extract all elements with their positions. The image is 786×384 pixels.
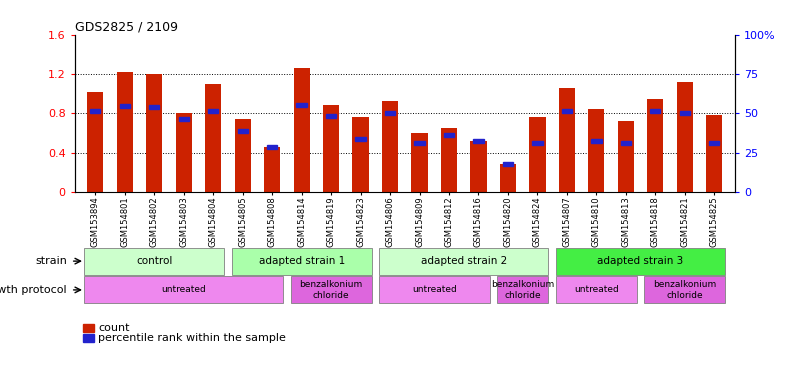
Bar — [326, 114, 336, 118]
Bar — [293, 68, 310, 192]
Text: untreated: untreated — [412, 285, 457, 295]
Bar — [175, 113, 192, 192]
Text: untreated: untreated — [161, 285, 206, 295]
FancyBboxPatch shape — [497, 276, 549, 303]
Bar — [267, 145, 277, 149]
FancyBboxPatch shape — [84, 248, 224, 275]
Text: benzalkonium
chloride: benzalkonium chloride — [299, 280, 362, 300]
Text: control: control — [136, 256, 172, 266]
FancyBboxPatch shape — [379, 276, 490, 303]
Text: growth protocol: growth protocol — [0, 285, 67, 295]
Bar — [444, 133, 454, 137]
Bar — [90, 109, 101, 113]
Text: adapted strain 2: adapted strain 2 — [421, 256, 507, 266]
Bar — [677, 82, 693, 192]
Bar — [473, 139, 483, 143]
Bar — [470, 141, 487, 192]
Bar — [559, 88, 575, 192]
Bar — [205, 84, 222, 192]
Bar — [618, 121, 634, 192]
Bar — [414, 141, 424, 145]
Bar — [503, 162, 513, 166]
Bar — [83, 334, 94, 342]
Bar — [562, 109, 572, 113]
Text: adapted strain 1: adapted strain 1 — [259, 256, 345, 266]
FancyBboxPatch shape — [556, 276, 637, 303]
Bar — [234, 119, 251, 192]
Bar — [650, 109, 660, 113]
Bar — [264, 147, 281, 192]
Bar — [411, 133, 428, 192]
Bar — [588, 109, 604, 192]
Bar — [352, 117, 369, 192]
Bar — [706, 115, 722, 192]
Bar — [87, 92, 104, 192]
Bar — [647, 99, 663, 192]
Text: adapted strain 3: adapted strain 3 — [597, 256, 684, 266]
Bar — [237, 129, 248, 133]
FancyBboxPatch shape — [232, 248, 372, 275]
Bar — [116, 72, 133, 192]
Bar — [208, 109, 219, 113]
Text: count: count — [98, 323, 130, 333]
Bar — [355, 137, 365, 141]
Bar — [591, 139, 601, 143]
Text: benzalkonium
chloride: benzalkonium chloride — [491, 280, 554, 300]
Bar — [323, 106, 340, 192]
Bar — [529, 117, 545, 192]
FancyBboxPatch shape — [556, 248, 725, 275]
Bar — [680, 111, 690, 115]
FancyBboxPatch shape — [291, 276, 372, 303]
Bar — [385, 111, 395, 115]
FancyBboxPatch shape — [84, 276, 283, 303]
Bar — [532, 141, 542, 145]
Bar — [83, 324, 94, 332]
Text: GDS2825 / 2109: GDS2825 / 2109 — [75, 20, 178, 33]
Bar — [709, 141, 719, 145]
FancyBboxPatch shape — [379, 248, 549, 275]
Text: strain: strain — [35, 256, 67, 266]
Bar — [621, 141, 631, 145]
Bar — [296, 103, 307, 108]
Bar — [149, 106, 160, 109]
Bar — [382, 101, 399, 192]
Bar — [178, 117, 189, 121]
Text: percentile rank within the sample: percentile rank within the sample — [98, 333, 286, 343]
Bar — [119, 104, 130, 108]
Bar — [146, 74, 163, 192]
Text: benzalkonium
chloride: benzalkonium chloride — [653, 280, 716, 300]
Text: untreated: untreated — [574, 285, 619, 295]
Bar — [500, 164, 516, 192]
FancyBboxPatch shape — [645, 276, 725, 303]
Bar — [441, 128, 457, 192]
